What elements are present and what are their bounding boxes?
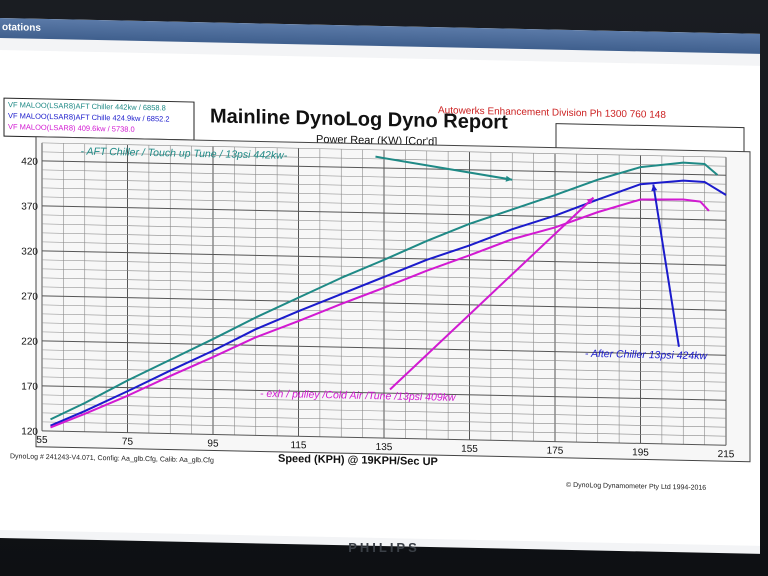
grid-line-horizontal bbox=[42, 313, 726, 329]
grid-line-horizontal bbox=[42, 403, 726, 419]
y-tick-label: 320 bbox=[21, 246, 38, 257]
screen: otations VF MALOO(LSAR8)AFT Chiller 442k… bbox=[0, 18, 760, 554]
legend-entry: VF MALOO(LSAR8)AFT Chille 424.9kw / 6852… bbox=[8, 111, 170, 123]
x-tick-label: 155 bbox=[461, 444, 478, 455]
annotation-pointer-1 bbox=[375, 155, 513, 181]
dyno-chart: VF MALOO(LSAR8)AFT Chiller 442kw / 6858.… bbox=[3, 97, 751, 492]
grid-line-horizontal bbox=[42, 331, 726, 347]
annotation-label-1: - AFT Chiller / Touch up Tune / 13psi 44… bbox=[80, 145, 287, 161]
x-tick-label: 135 bbox=[376, 442, 393, 453]
x-tick-label: 95 bbox=[207, 438, 219, 449]
grid-line-horizontal bbox=[42, 223, 726, 239]
annotation-pointer-3 bbox=[389, 196, 595, 391]
grid-line-horizontal bbox=[42, 394, 726, 410]
x-tick-label: 75 bbox=[122, 437, 134, 448]
grid-line-horizontal bbox=[42, 304, 726, 320]
grid-line-horizontal bbox=[42, 232, 726, 248]
annotation-arrowhead-2 bbox=[651, 184, 658, 192]
series-line-1 bbox=[50, 161, 719, 421]
grid-line-horizontal bbox=[42, 322, 726, 338]
annotation-arrowhead-1 bbox=[505, 175, 513, 182]
grid-line-horizontal bbox=[42, 376, 726, 392]
y-tick-label: 370 bbox=[21, 201, 38, 212]
annotation-label-3: - exh / pulley /Cold Air /Tune /13psi 40… bbox=[260, 388, 457, 404]
grid-line-horizontal bbox=[42, 277, 726, 293]
grid-line-horizontal bbox=[42, 241, 726, 257]
footer-config: DynoLog # 241243-V4.071, Config: Aa_glb.… bbox=[10, 453, 214, 464]
y-tick-label: 170 bbox=[21, 381, 38, 392]
grid-line-horizontal bbox=[42, 250, 726, 266]
grid-line-horizontal bbox=[42, 367, 726, 383]
x-tick-label: 55 bbox=[36, 435, 48, 446]
y-tick-label: 270 bbox=[21, 291, 38, 302]
monitor-brand-logo: PHILIPS bbox=[348, 540, 420, 555]
grid-line-horizontal bbox=[42, 214, 726, 230]
footer-copyright: © DynoLog Dynamometer Pty Ltd 1994-2016 bbox=[566, 481, 706, 492]
x-tick-label: 175 bbox=[547, 445, 564, 456]
grid-line-horizontal bbox=[42, 421, 726, 437]
grid-line-horizontal bbox=[42, 385, 726, 401]
x-axis-label: Speed (KPH) @ 19KPH/Sec UP bbox=[278, 453, 438, 468]
dyno-report: VF MALOO(LSAR8)AFT Chiller 442kw / 6858.… bbox=[0, 50, 760, 546]
window-titlebar[interactable]: otations bbox=[0, 18, 760, 54]
legend-entry: VF MALOO(LSAR8)AFT Chiller 442kw / 6858.… bbox=[8, 100, 166, 112]
legend-entry: VF MALOO(LSAR8) 409.6kw / 5738.0 bbox=[8, 122, 135, 134]
grid-line-horizontal bbox=[42, 160, 726, 176]
grid-line-horizontal bbox=[42, 430, 726, 446]
grid-line-horizontal bbox=[42, 340, 726, 356]
grid-line-horizontal bbox=[42, 412, 726, 428]
company-info: Autowerks Enhancement Division Ph 1300 7… bbox=[438, 105, 666, 121]
grid-line-horizontal bbox=[42, 259, 726, 275]
grid-line-horizontal bbox=[42, 178, 726, 194]
y-tick-label: 120 bbox=[21, 426, 38, 437]
grid-line-horizontal bbox=[42, 349, 726, 365]
window-title: otations bbox=[2, 22, 41, 34]
y-tick-label: 420 bbox=[21, 156, 38, 167]
annotation-arrowhead-3 bbox=[586, 197, 594, 205]
grid-line-horizontal bbox=[42, 358, 726, 374]
grid-line-horizontal bbox=[42, 205, 726, 221]
grid-line-horizontal bbox=[42, 295, 726, 311]
annotation-pointer-2 bbox=[652, 184, 680, 347]
x-tick-label: 195 bbox=[632, 447, 649, 458]
grid-line-horizontal bbox=[42, 187, 726, 203]
annotation-label-2: - After Chiller 13psi 424kw bbox=[585, 348, 709, 363]
grid-line-horizontal bbox=[42, 169, 726, 185]
series-line-2 bbox=[50, 179, 727, 427]
series-line-3 bbox=[50, 198, 710, 429]
x-tick-label: 215 bbox=[718, 449, 735, 460]
x-tick-label: 115 bbox=[291, 440, 307, 451]
y-tick-label: 220 bbox=[21, 336, 38, 347]
grid-line-horizontal bbox=[42, 286, 726, 302]
grid-line-horizontal bbox=[42, 142, 726, 158]
